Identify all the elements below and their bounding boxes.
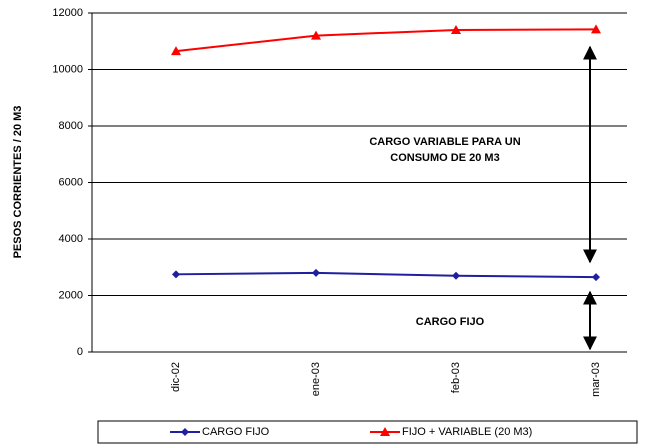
y-tick-label: 2000 [59, 289, 83, 301]
x-tick-label: feb-03 [450, 362, 462, 393]
point [452, 271, 460, 280]
annotation: CONSUMO DE 20 M3 [390, 152, 499, 164]
point [312, 268, 320, 277]
y-tick-label: 12000 [52, 7, 83, 19]
y-tick-label: 6000 [59, 176, 83, 188]
point [451, 24, 461, 34]
point [172, 270, 180, 279]
point [591, 24, 601, 34]
annotation-background [315, 128, 572, 176]
legend-label: FIJO + VARIABLE (20 M3) [402, 426, 532, 438]
point [311, 30, 321, 40]
x-tick-label: dic-02 [170, 362, 182, 392]
series-line [175, 271, 597, 279]
annotation: CARGO VARIABLE PARA UN [369, 136, 520, 148]
y-axis-label: PESOS CORRIENTES / 20 M3 [12, 106, 24, 259]
x-tick-label: mar-03 [590, 362, 602, 397]
y-tick-label: 10000 [52, 63, 83, 75]
series-line [175, 28, 597, 53]
y-tick-label: 0 [77, 346, 83, 358]
point [592, 273, 600, 282]
y-tick-label: 4000 [59, 233, 83, 245]
point [181, 428, 189, 436]
annotation: CARGO FIJO [416, 316, 485, 328]
legend [97, 420, 638, 444]
point [171, 46, 181, 56]
x-tick-label: ene-03 [310, 362, 322, 396]
y-tick-label: 8000 [59, 120, 83, 132]
legend-label: CARGO FIJO [202, 426, 270, 438]
point [380, 427, 390, 436]
